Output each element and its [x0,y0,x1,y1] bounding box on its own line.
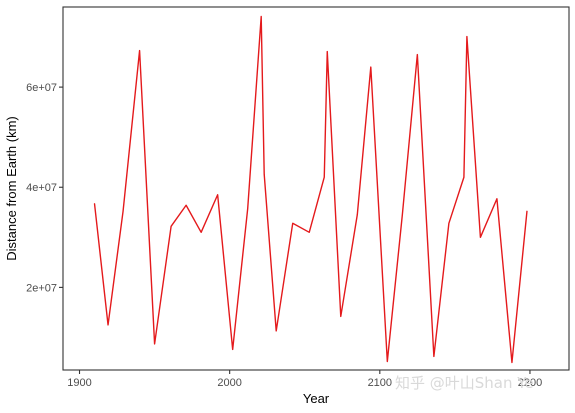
y-axis-title: Distance from Earth (km) [4,116,19,260]
data-layer [93,15,528,364]
x-tick-label: 2200 [518,377,542,389]
plot-panel-border [62,6,570,371]
x-tick-label: 2000 [217,377,241,389]
x-axis-title: Year [303,391,330,406]
x-tick-label: 2100 [368,377,392,389]
y-tick-label: 6e+07 [26,82,57,94]
series-line-0 [93,15,528,364]
watermark-text: 知乎 @叶山Shan Ye [395,374,534,392]
x-tick-label: 1900 [67,377,91,389]
axis-layer: 1900 2000 2100 2200 2e+07 4e+07 6e+07 [26,82,542,389]
y-tick-label: 2e+07 [26,282,57,294]
y-tick-label: 4e+07 [26,182,57,194]
